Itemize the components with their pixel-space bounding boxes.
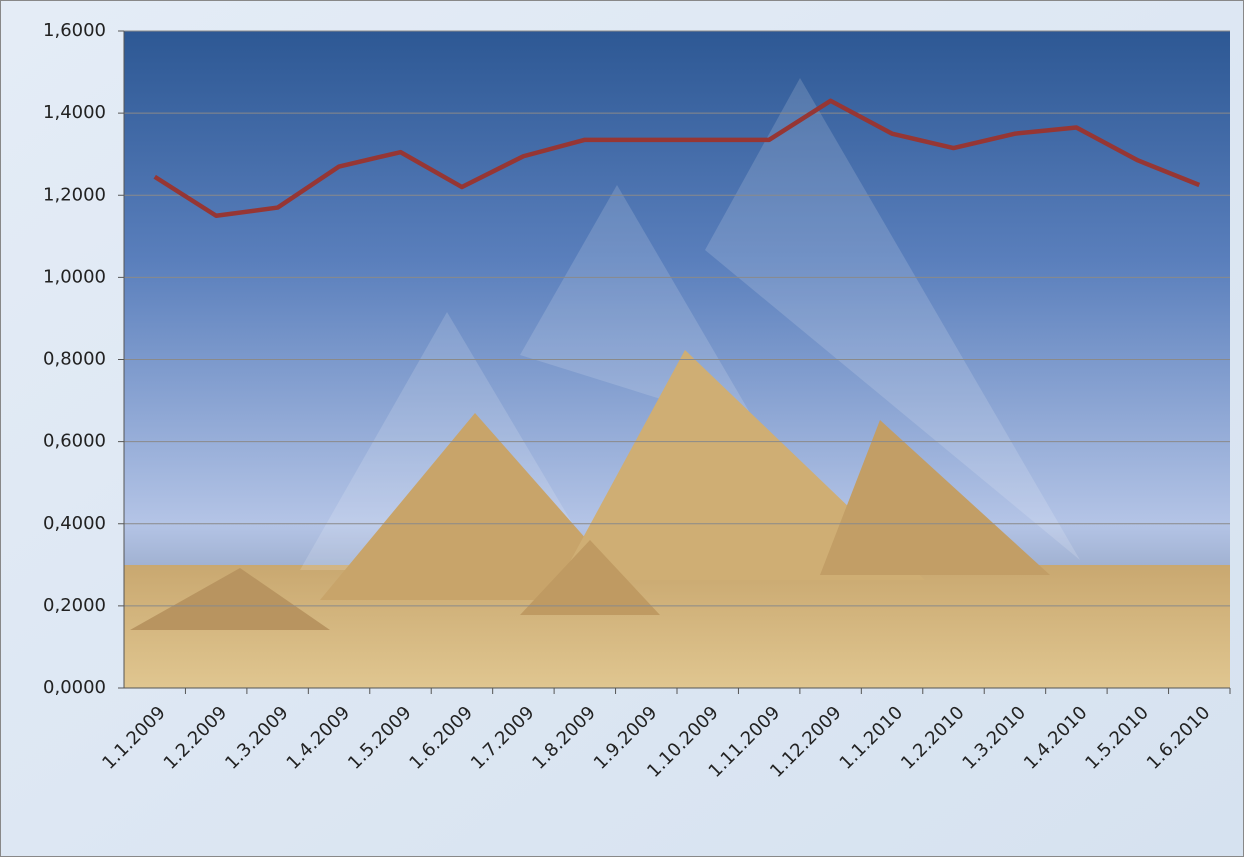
data-line [153, 98, 1201, 219]
y-tick-label: 1,2000 [43, 184, 106, 205]
y-tick-label: 0,4000 [43, 513, 106, 534]
y-tick-label: 0,0000 [43, 677, 106, 698]
y-tick-label: 0,2000 [43, 595, 106, 616]
y-tick-label: 1,6000 [43, 20, 106, 41]
y-tick-label: 0,8000 [43, 349, 106, 370]
y-tick-label: 1,4000 [43, 102, 106, 123]
y-tick-label: 1,0000 [43, 266, 106, 287]
y-tick-label: 0,6000 [43, 431, 106, 452]
